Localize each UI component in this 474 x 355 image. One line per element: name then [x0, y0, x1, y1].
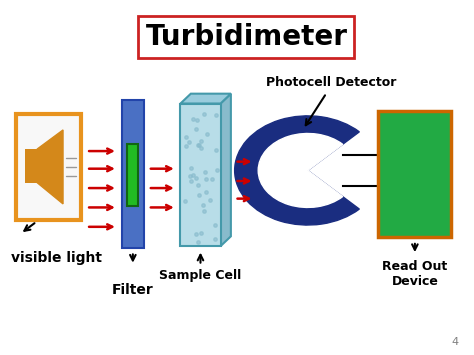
Text: Sample Cell: Sample Cell: [159, 269, 242, 282]
Wedge shape: [258, 133, 343, 207]
Text: visible light: visible light: [11, 251, 102, 266]
Polygon shape: [220, 94, 231, 246]
FancyBboxPatch shape: [26, 149, 37, 183]
FancyBboxPatch shape: [121, 100, 144, 248]
Text: Photocell Detector: Photocell Detector: [266, 76, 396, 89]
FancyBboxPatch shape: [378, 110, 451, 237]
Polygon shape: [181, 94, 231, 104]
FancyBboxPatch shape: [16, 114, 82, 220]
Wedge shape: [235, 116, 359, 225]
Text: Filter: Filter: [112, 283, 154, 297]
Text: Turbidimeter: Turbidimeter: [146, 23, 347, 51]
FancyBboxPatch shape: [181, 104, 220, 246]
FancyBboxPatch shape: [127, 144, 137, 206]
Polygon shape: [37, 130, 63, 204]
Text: 4: 4: [451, 337, 458, 346]
Text: Read Out
Device: Read Out Device: [382, 260, 447, 288]
